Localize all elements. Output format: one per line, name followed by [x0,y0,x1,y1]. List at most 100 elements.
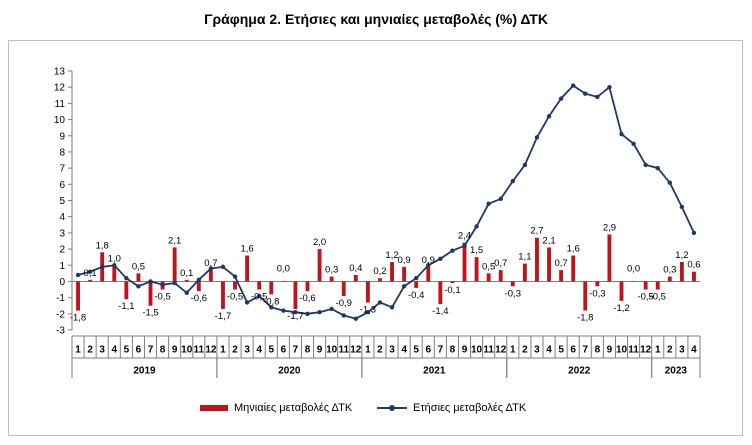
bar-data-label: -0,3 [505,288,521,299]
point-annual [510,178,516,184]
point-annual [401,284,407,289]
year-label: 2023 [665,366,688,377]
bar-monthly [438,281,443,305]
bar-data-label: -1,7 [215,311,231,322]
x-tick-label: 4 [401,345,407,356]
legend-item-monthly: Μηνιαίες μεταβολές ΔΤΚ [200,402,352,414]
point-annual [208,266,214,271]
bar-monthly [426,266,431,282]
bar-monthly [269,281,274,295]
point-annual [87,269,93,274]
point-annual [281,308,286,313]
bar-monthly [281,281,286,282]
bar-monthly [172,247,177,282]
x-tick-label: 12 [350,345,362,356]
point-annual [124,276,129,281]
point-annual [172,280,177,286]
point-annual [389,305,395,310]
bar-data-label: 0,3 [325,265,338,276]
bar-monthly [450,281,455,284]
point-annual [269,305,274,310]
point-annual [679,204,685,210]
y-tick-label: -3 [56,326,65,337]
bar-data-label: -1,7 [287,311,303,322]
bar-monthly [208,270,213,282]
point-annual [486,201,491,206]
legend-swatch-bar [200,405,228,411]
bar-data-label: 2,1 [168,235,181,246]
x-tick-label: 12 [205,345,217,356]
chart-frame [8,40,743,436]
point-annual [631,141,636,147]
bar-data-label: 2,7 [530,226,543,237]
x-tick-label: 6 [570,345,576,356]
bar-monthly [583,281,588,311]
point-annual [450,248,455,253]
bar-data-label: 0,0 [277,263,290,274]
point-annual [293,309,298,315]
bar-monthly [390,262,394,282]
x-tick-label: 6 [425,345,431,356]
bar-monthly [462,242,467,282]
point-annual [256,293,262,299]
year-label: 2022 [568,366,591,377]
line-annual [77,84,695,320]
bar-monthly [245,255,250,282]
year-label: 2020 [278,366,301,377]
bar-data-label: 1,0 [108,253,121,264]
y-tick-label: 1 [59,261,65,272]
bar-data-label: 0,2 [373,266,386,277]
point-annual [317,309,322,315]
bar-data-label: 2,4 [458,231,471,242]
bar-data-label: 1,8 [96,240,109,251]
bar-data-label: -0,5 [637,292,653,303]
point-annual [341,313,346,318]
chart-title: Γράφημα 2. Ετήσιες και μηνιαίες μεταβολέ… [204,11,548,27]
x-tick-label: 4 [111,345,117,356]
point-annual [136,284,141,289]
bar-data-label: 0,5 [482,261,495,272]
x-tick-label: 3 [99,345,105,356]
bar-monthly [679,262,684,282]
bar-monthly [353,274,358,282]
bar-monthly [148,281,153,306]
point-annual [643,162,648,168]
bar-monthly [402,266,407,282]
bar-data-label: 2,9 [603,222,616,233]
bar-data-label: 0,5 [132,261,145,272]
x-tick-label: 9 [462,345,468,356]
point-annual [244,300,250,305]
bar-monthly [631,281,636,282]
x-tick-label: 8 [450,345,456,356]
x-tick-label: 11 [194,345,205,356]
x-tick-label: 4 [691,345,697,356]
x-tick-label: 3 [389,345,395,356]
y-tick-label: 0 [59,277,65,288]
y-tick-label: 2 [59,245,65,256]
point-annual [655,165,660,171]
bar-data-label: 0,3 [663,265,676,276]
y-tick-label: -1 [56,293,65,304]
bar-monthly [221,281,225,309]
bar-monthly [522,263,527,282]
bar-data-label: 0,9 [422,255,435,266]
point-annual [667,180,673,185]
bar-data-label: -0,9 [336,298,352,309]
bar-monthly [559,270,564,282]
bar-monthly [112,265,117,282]
x-tick-label: 7 [293,345,299,356]
bar-data-label: 0,9 [398,255,411,266]
x-tick-label: 10 [181,345,193,356]
legend-item-annual: Ετήσιες μεταβολές ΔΤΚ [377,402,526,414]
bar-monthly [595,281,600,287]
bar-monthly [535,237,539,282]
point-annual [184,290,189,295]
bar-data-label: 0,7 [555,258,568,269]
bar-data-label: -1,8 [577,313,593,324]
point-annual [619,131,624,137]
point-annual [534,135,540,140]
point-annual [570,83,576,88]
x-tick-label: 5 [268,345,274,356]
bar-data-label: 1,6 [241,244,254,255]
x-tick-label: 2 [667,345,673,356]
